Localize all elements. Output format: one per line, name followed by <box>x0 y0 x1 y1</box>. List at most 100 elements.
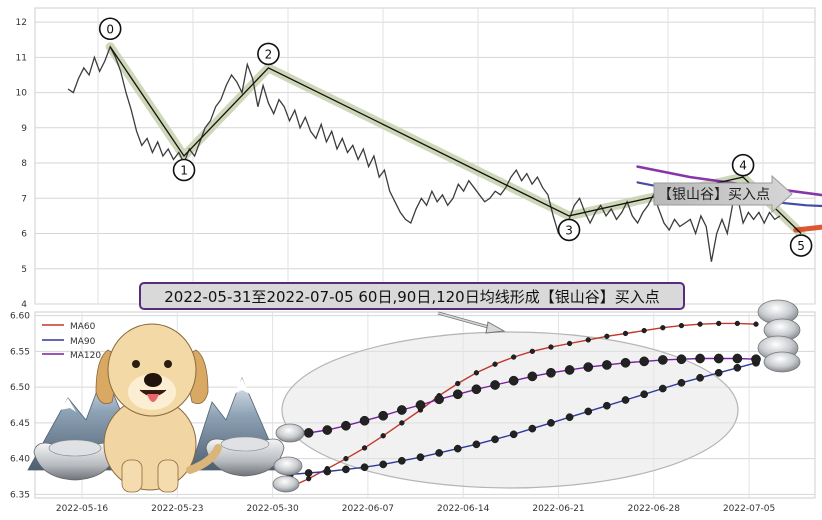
price-ma-ma120 <box>636 165 822 197</box>
wave-point-1: 1 <box>172 158 196 182</box>
price-y-tick-label: 9 <box>21 124 27 134</box>
ma-series-path <box>289 322 757 488</box>
price-y-tick-label: 10 <box>16 89 28 99</box>
ma-point <box>304 469 313 477</box>
coin-stack-right <box>757 299 801 373</box>
buy-point-callout: 【银山谷】买入点 <box>653 174 793 214</box>
ma-x-tick-label: 2022-06-07 <box>342 504 394 514</box>
ma-point <box>323 467 332 476</box>
ma-y-tick-label: 6.35 <box>10 490 30 500</box>
ma-point <box>508 375 519 386</box>
price-y-ticks: 4 5 6 7 8 9 10 11 12 <box>16 18 28 310</box>
wave-point-label: 2 <box>265 47 273 61</box>
ma-point <box>733 363 742 372</box>
wave-point-circle <box>98 17 122 41</box>
ma-point <box>657 355 668 365</box>
silver-ingot-illustration <box>33 436 285 481</box>
price-y-tick-label: 4 <box>21 300 27 310</box>
ma-point <box>472 440 481 449</box>
wave-point-4: 4 <box>731 153 755 177</box>
ma-point <box>660 325 666 331</box>
ma-point <box>305 476 312 482</box>
price-y-tick-label: 8 <box>21 159 27 169</box>
ma-x-ticks: 2022-05-16 2022-05-23 2022-05-30 2022-06-07… <box>56 504 775 514</box>
ma-point <box>303 428 314 438</box>
ma-point <box>491 435 499 444</box>
ma-y-tick-label: 6.60 <box>10 312 30 322</box>
ma-point <box>361 445 368 451</box>
price-y-tick-label: 5 <box>21 265 27 275</box>
ma-point <box>584 407 593 416</box>
ma-series-ma120 <box>285 353 761 441</box>
ma-legend: MA60 MA90 MA120 <box>42 322 101 361</box>
wave-point-label: 3 <box>565 223 573 237</box>
wave-point-label: 0 <box>106 22 114 36</box>
ma-point <box>492 361 498 367</box>
ma-point <box>621 396 630 404</box>
ma-point <box>509 430 518 439</box>
ma-point <box>713 353 724 364</box>
ma-point <box>751 354 761 365</box>
price-y-tick-label: 6 <box>21 230 27 240</box>
ma-point <box>639 356 650 367</box>
ma-point <box>415 400 426 410</box>
ma-point <box>565 413 574 422</box>
coin-stack-left <box>272 423 305 493</box>
ma-x-tick-label: 2022-05-23 <box>151 504 203 514</box>
wave-labels: 012345abc <box>98 17 813 257</box>
wave-point-5: 5 <box>789 234 813 257</box>
ma-point <box>341 420 351 431</box>
ma-point <box>564 365 575 375</box>
ma-point <box>528 424 537 433</box>
wave-point-circle <box>257 42 280 66</box>
wave-point-label: 1 <box>180 164 188 178</box>
ma-point <box>696 373 704 382</box>
price-y-tick-label: 7 <box>21 194 27 204</box>
wave-point-circle <box>789 234 813 257</box>
golden-retriever-illustration <box>95 323 222 493</box>
ma-x-tick-label: 2022-07-05 <box>723 504 775 514</box>
price-line <box>67 45 781 262</box>
wave-point-label: 4 <box>739 159 747 173</box>
valley-highlight-ellipse <box>281 331 739 489</box>
ma-point <box>452 389 463 400</box>
ma-point <box>678 322 685 329</box>
ma-point <box>453 444 462 453</box>
pointer-arrow <box>437 311 506 334</box>
ma-point <box>527 371 538 382</box>
wave-point-circle <box>731 153 755 177</box>
price-y-tick-label: 11 <box>16 53 27 63</box>
wave-point-0: 0 <box>98 17 122 41</box>
ma-y-tick-label: 6.45 <box>10 419 30 429</box>
ma-point <box>566 340 573 347</box>
ma-x-tick-label: 2022-06-21 <box>532 504 584 514</box>
ma-point <box>603 401 611 410</box>
callout-arrow-shape <box>653 174 793 214</box>
wave-point-circle <box>557 218 581 242</box>
ma-x-tick-label: 2022-05-16 <box>56 504 109 514</box>
ma-point <box>435 449 443 457</box>
ma-point <box>697 321 703 327</box>
ma-point <box>714 368 723 377</box>
ma-point <box>473 370 480 376</box>
wave-point-circle <box>172 158 196 182</box>
ma-point <box>695 353 705 364</box>
ma-point <box>397 456 406 465</box>
ma-y-tick-label: 6.40 <box>10 455 30 465</box>
wave-point-label: 5 <box>797 239 805 253</box>
legend-label-ma90: MA90 <box>70 337 96 347</box>
ma-point <box>343 456 349 462</box>
ma-point <box>359 415 370 426</box>
ma-x-tick-label: 2022-06-28 <box>628 504 681 514</box>
price-y-tick-label: 12 <box>16 18 27 28</box>
ma-point <box>676 354 687 365</box>
ma-point <box>547 419 555 427</box>
ma-point <box>511 354 517 360</box>
ma-point <box>620 357 631 368</box>
ma-point <box>583 362 594 372</box>
ma-point <box>379 460 388 469</box>
chart-title: 2022-05-31至2022-07-05 60日,90日,120日均线形成【银… <box>164 288 659 306</box>
ma-point <box>546 367 556 378</box>
